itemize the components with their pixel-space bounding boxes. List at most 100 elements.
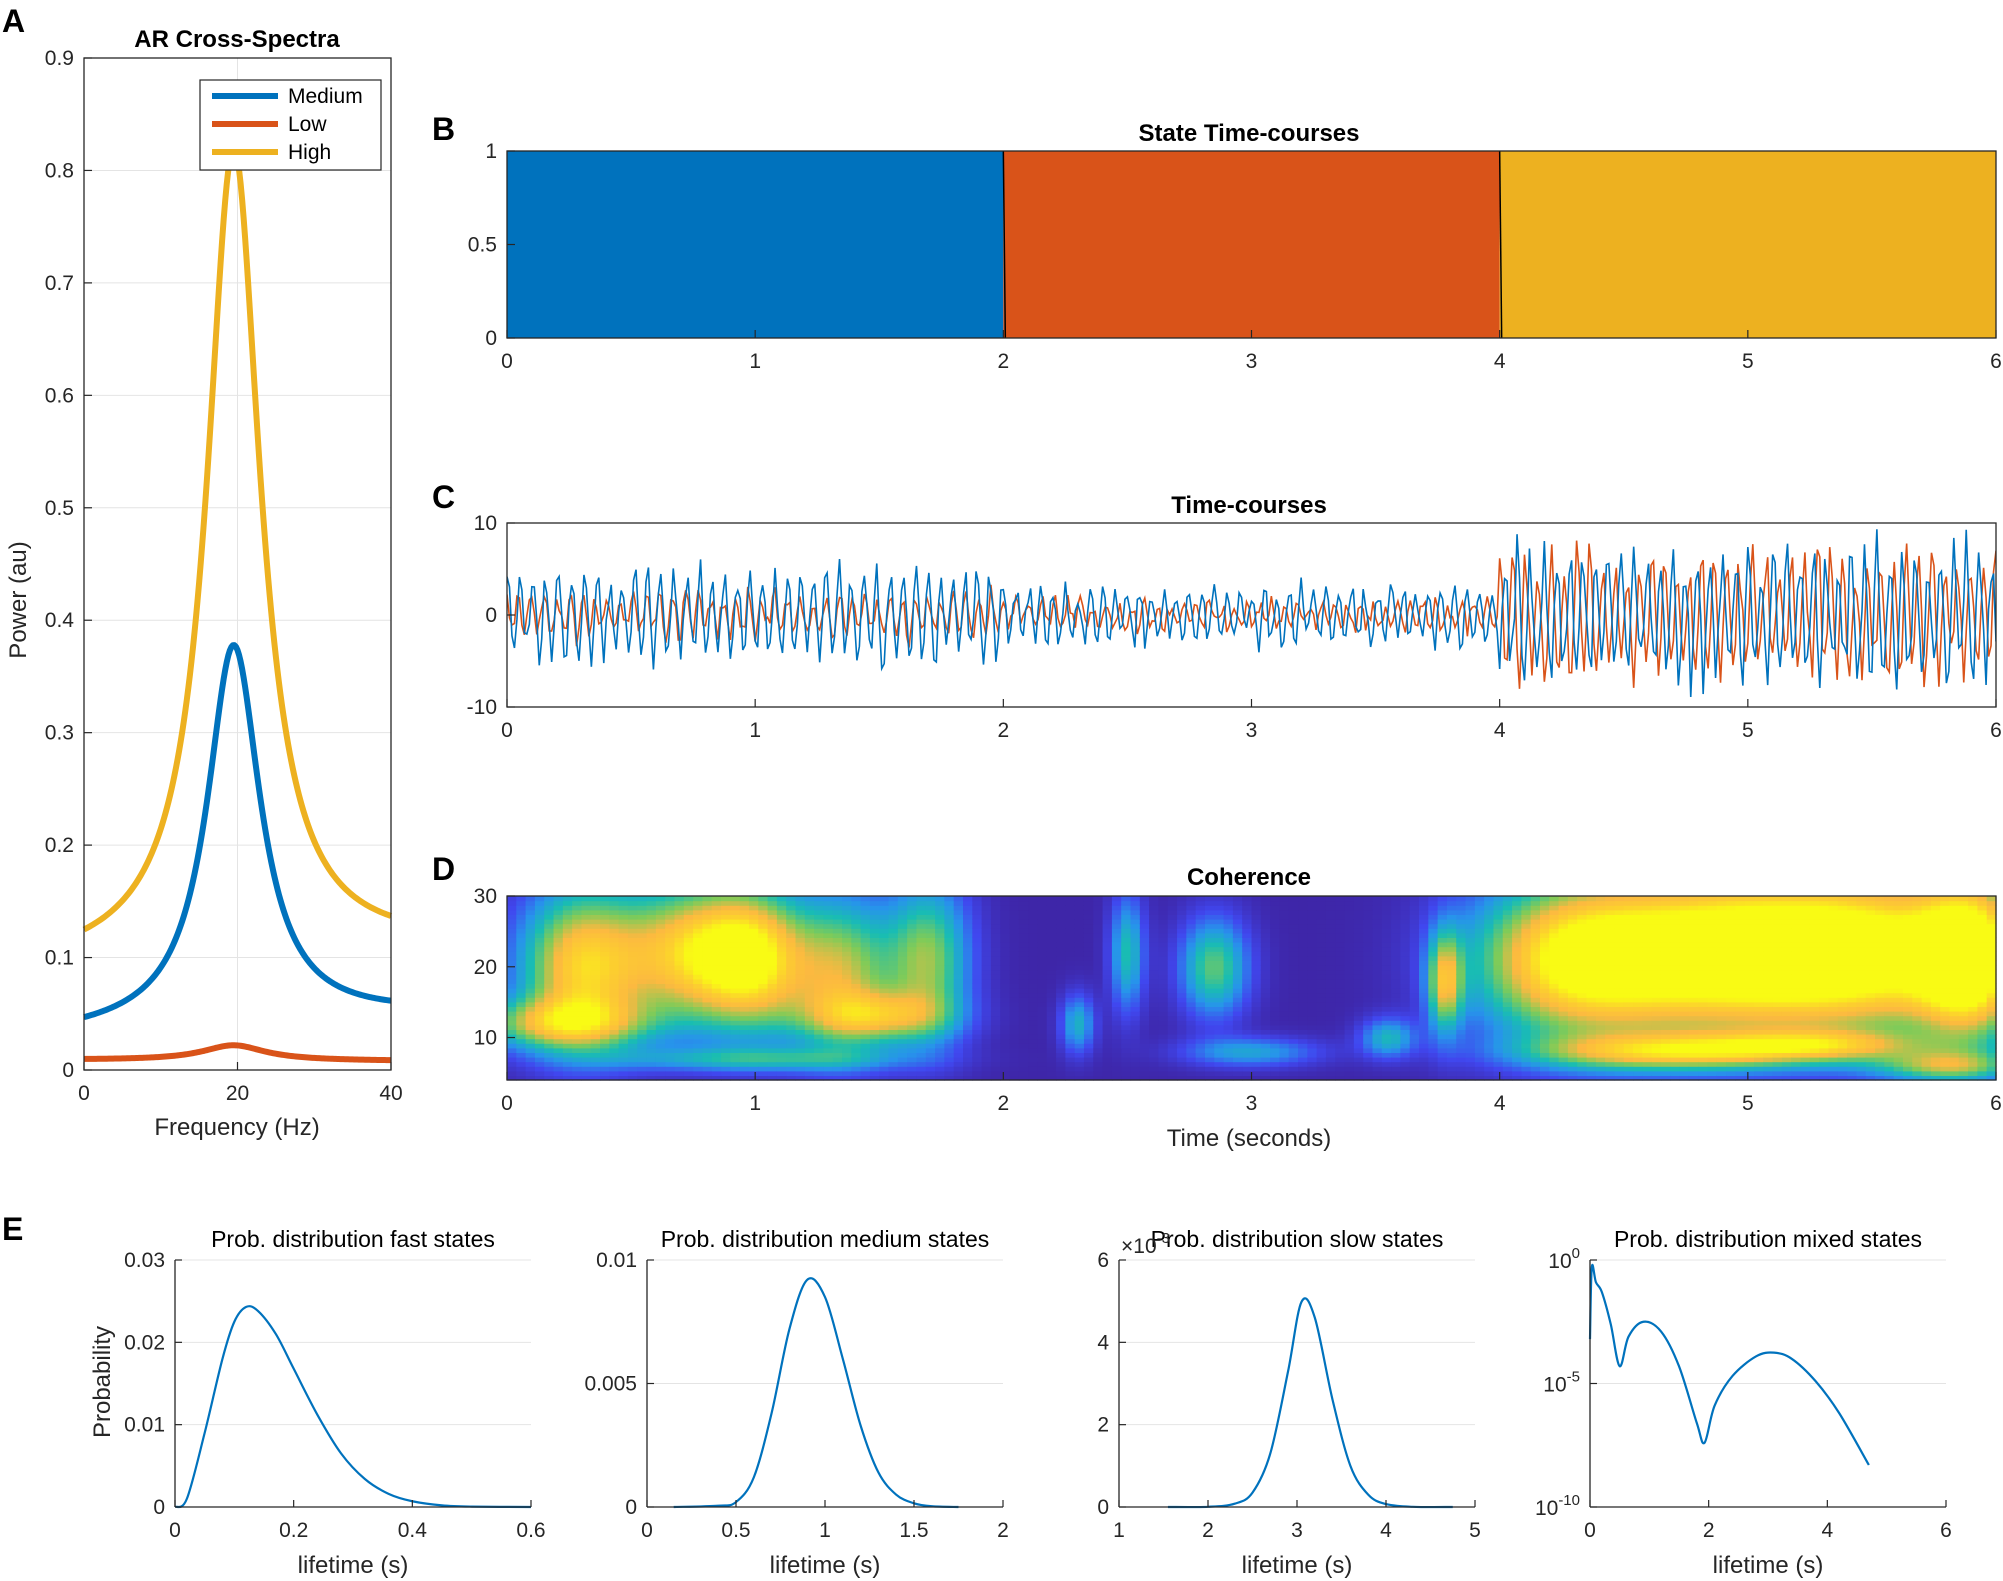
heatmap-cell bbox=[1307, 1029, 1318, 1035]
heatmap-cell bbox=[562, 1001, 573, 1007]
heatmap-cell bbox=[1083, 978, 1094, 984]
heatmap-cell bbox=[1279, 1038, 1290, 1044]
heatmap-cell bbox=[693, 1029, 704, 1035]
heatmap-cell bbox=[916, 1001, 927, 1007]
heatmap-cell bbox=[721, 983, 731, 989]
heatmap-cell bbox=[1558, 992, 1569, 998]
heatmap-cell bbox=[869, 983, 880, 989]
heatmap-cell bbox=[1493, 1015, 1504, 1021]
heatmap-cell bbox=[1577, 896, 1588, 902]
heatmap-cell bbox=[804, 1043, 815, 1049]
heatmap-cell bbox=[562, 1061, 573, 1067]
heatmap-cell bbox=[869, 1006, 880, 1012]
heatmap-cell bbox=[1037, 1047, 1048, 1053]
heatmap-cell bbox=[627, 928, 638, 934]
heatmap-cell bbox=[1372, 1070, 1383, 1076]
heatmap-cell bbox=[1260, 1020, 1271, 1026]
heatmap-cell bbox=[1298, 1070, 1308, 1076]
heatmap-cell bbox=[795, 900, 806, 906]
heatmap-cell bbox=[1056, 900, 1066, 906]
heatmap-cell bbox=[1335, 992, 1346, 998]
heatmap-cell bbox=[1446, 900, 1457, 906]
heatmap-cell bbox=[1437, 951, 1448, 957]
heatmap-cell bbox=[1288, 1061, 1299, 1067]
heatmap-cell bbox=[1046, 1001, 1057, 1007]
heatmap-cell bbox=[944, 965, 955, 971]
heatmap-cell bbox=[553, 1024, 564, 1030]
heatmap-cell bbox=[1232, 1066, 1243, 1072]
heatmap-cell bbox=[1428, 1015, 1439, 1021]
heatmap-cell bbox=[1316, 960, 1327, 966]
heatmap-cell bbox=[590, 1043, 601, 1049]
heatmap-cell bbox=[1186, 1057, 1197, 1063]
heatmap-cell bbox=[516, 905, 527, 911]
heatmap-cell bbox=[1046, 896, 1057, 902]
heatmap-cell bbox=[748, 965, 759, 971]
heatmap-cell bbox=[1363, 1057, 1374, 1063]
heatmap-cell bbox=[683, 978, 694, 984]
heatmap-cell bbox=[1093, 1052, 1104, 1058]
heatmap-cell bbox=[1474, 900, 1485, 906]
heatmap-cell bbox=[1530, 960, 1541, 966]
heatmap-cell bbox=[1102, 1011, 1113, 1017]
heatmap-cell bbox=[1260, 1061, 1271, 1067]
heatmap-cell bbox=[1474, 988, 1485, 994]
heatmap-cell bbox=[1586, 978, 1597, 984]
heatmap-cell bbox=[758, 1047, 769, 1053]
heatmap-cell bbox=[990, 1038, 1001, 1044]
heatmap-cell bbox=[1204, 1034, 1215, 1040]
heatmap-cell bbox=[1419, 946, 1429, 952]
heatmap-cell bbox=[1232, 1075, 1243, 1081]
heatmap-cell bbox=[1335, 997, 1346, 1003]
heatmap-cell bbox=[1456, 1047, 1467, 1053]
heatmap-cell bbox=[590, 988, 601, 994]
heatmap-cell bbox=[711, 900, 722, 906]
heatmap-cell bbox=[572, 1038, 583, 1044]
heatmap-cell bbox=[1456, 919, 1467, 925]
heatmap-cell bbox=[1484, 1020, 1495, 1026]
heatmap-cell bbox=[507, 1075, 517, 1081]
heatmap-cell bbox=[1028, 983, 1039, 989]
heatmap-cell bbox=[1186, 1020, 1197, 1026]
heatmap-cell bbox=[842, 974, 852, 980]
heatmap-cell bbox=[953, 1043, 964, 1049]
heatmap-cell bbox=[674, 900, 685, 906]
heatmap-cell bbox=[562, 992, 573, 998]
heatmap-cell bbox=[562, 1057, 573, 1063]
heatmap-cell bbox=[981, 896, 992, 902]
heatmap-cell bbox=[1149, 1043, 1160, 1049]
heatmap-cell bbox=[1083, 942, 1094, 948]
heatmap-cell bbox=[674, 955, 685, 961]
heatmap-cell bbox=[907, 955, 918, 961]
heatmap-cell bbox=[1083, 946, 1094, 952]
heatmap-cell bbox=[786, 969, 797, 975]
heatmap-cell bbox=[674, 1011, 685, 1017]
heatmap-cell bbox=[1093, 1020, 1104, 1026]
heatmap-cell bbox=[1530, 896, 1541, 902]
heatmap-cell bbox=[860, 997, 871, 1003]
heatmap-cell bbox=[534, 923, 545, 929]
heatmap-cell bbox=[1419, 1015, 1429, 1021]
heatmap-cell bbox=[916, 1052, 927, 1058]
heatmap-cell bbox=[1363, 1070, 1374, 1076]
heatmap-cell bbox=[1530, 900, 1541, 906]
heatmap-cell bbox=[1009, 1038, 1020, 1044]
heatmap-cell bbox=[1419, 1057, 1429, 1063]
heatmap-cell bbox=[730, 997, 741, 1003]
heatmap-cell bbox=[1288, 1038, 1299, 1044]
heatmap-cell bbox=[1567, 932, 1578, 938]
heatmap-cell bbox=[748, 946, 759, 952]
heatmap-cell bbox=[1214, 1047, 1225, 1053]
heatmap-cell bbox=[665, 905, 676, 911]
heatmap-cell bbox=[888, 983, 899, 989]
heatmap-cell bbox=[1177, 951, 1187, 957]
heatmap-cell bbox=[860, 965, 871, 971]
heatmap-cell bbox=[1279, 955, 1290, 961]
heatmap-cell bbox=[1567, 951, 1578, 957]
heatmap-cell bbox=[1028, 1075, 1039, 1081]
heatmap-cell bbox=[1186, 1038, 1197, 1044]
heatmap-cell bbox=[1251, 965, 1262, 971]
heatmap-cell bbox=[1037, 955, 1048, 961]
heatmap-cell bbox=[1232, 978, 1243, 984]
heatmap-cell bbox=[823, 960, 834, 966]
